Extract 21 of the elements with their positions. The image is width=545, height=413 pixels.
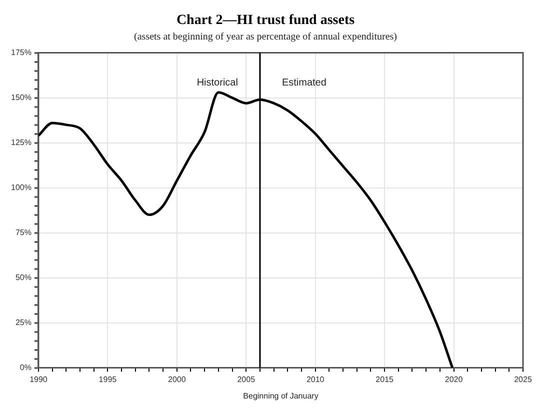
- x-tick-label: 2010: [306, 374, 325, 384]
- annotation: Estimated: [282, 78, 326, 89]
- x-tick-label: 1990: [30, 374, 48, 384]
- y-tick-label: 50%: [15, 273, 32, 282]
- x-tick-label: 2005: [237, 374, 256, 384]
- chart-subtitle: (assets at beginning of year as percentage of annual expenditures): [134, 31, 397, 42]
- y-tick-label: 75%: [15, 228, 32, 238]
- y-tick-label: 0%: [20, 363, 32, 372]
- y-tick-label: 125%: [10, 138, 32, 148]
- y-tick-label: 100%: [10, 183, 32, 192]
- x-tick-label: 1995: [98, 374, 118, 384]
- annotation: Historical: [196, 78, 238, 89]
- x-tick-label: 2025: [514, 374, 532, 384]
- x-tick-label: 2015: [376, 374, 394, 384]
- x-tick-label: 2000: [168, 374, 186, 384]
- x-tick-label: 2020: [444, 374, 464, 384]
- y-tick-label: 150%: [10, 93, 32, 102]
- chart-title: Chart 2—HI trust fund assets: [176, 13, 356, 28]
- x-axis-title: Beginning of January: [243, 391, 318, 400]
- y-tick-label: 175%: [10, 48, 32, 58]
- y-tick-label: 25%: [15, 318, 32, 328]
